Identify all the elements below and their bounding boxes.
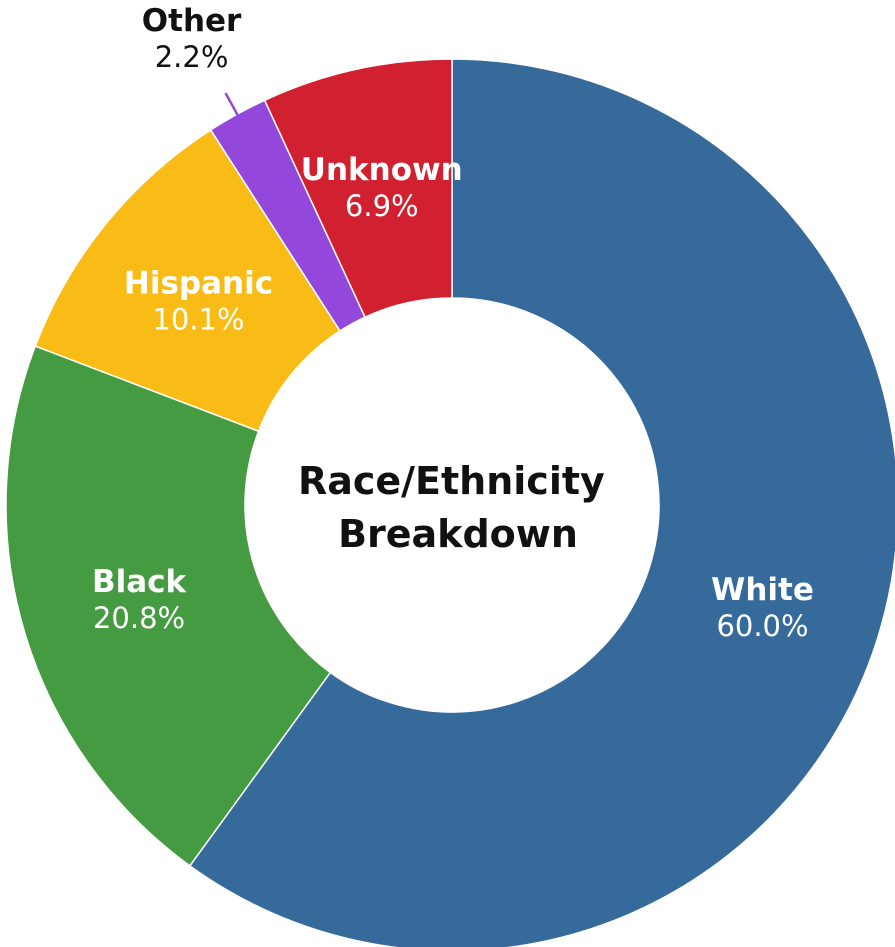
slice-value-white: 60.0% [716, 609, 808, 643]
slice-label-hispanic: Hispanic [124, 265, 273, 301]
slice-value-unknown: 6.9% [345, 189, 419, 223]
slice-label-white: White [711, 572, 814, 608]
slice-label-unknown: Unknown [301, 152, 463, 188]
leader-line-other [224, 92, 241, 119]
center-title-line-1: Race/Ethnicity [298, 459, 605, 503]
slice-value-other: 2.2% [155, 40, 229, 74]
slice-label-other: Other [142, 3, 242, 39]
slice-hispanic [34, 128, 342, 433]
center-title: Race/Ethnicity Breakdown [298, 459, 618, 556]
slice-value-hispanic: 10.1% [152, 302, 244, 336]
center-title-line-2: Breakdown [338, 512, 578, 556]
slices-group [5, 58, 895, 947]
leader-lines-group [224, 92, 241, 119]
slice-value-black: 20.8% [93, 601, 185, 635]
slice-black [5, 345, 332, 867]
slice-white [188, 58, 895, 947]
slice-label-black: Black [92, 564, 188, 600]
slice-unknown [263, 58, 453, 319]
